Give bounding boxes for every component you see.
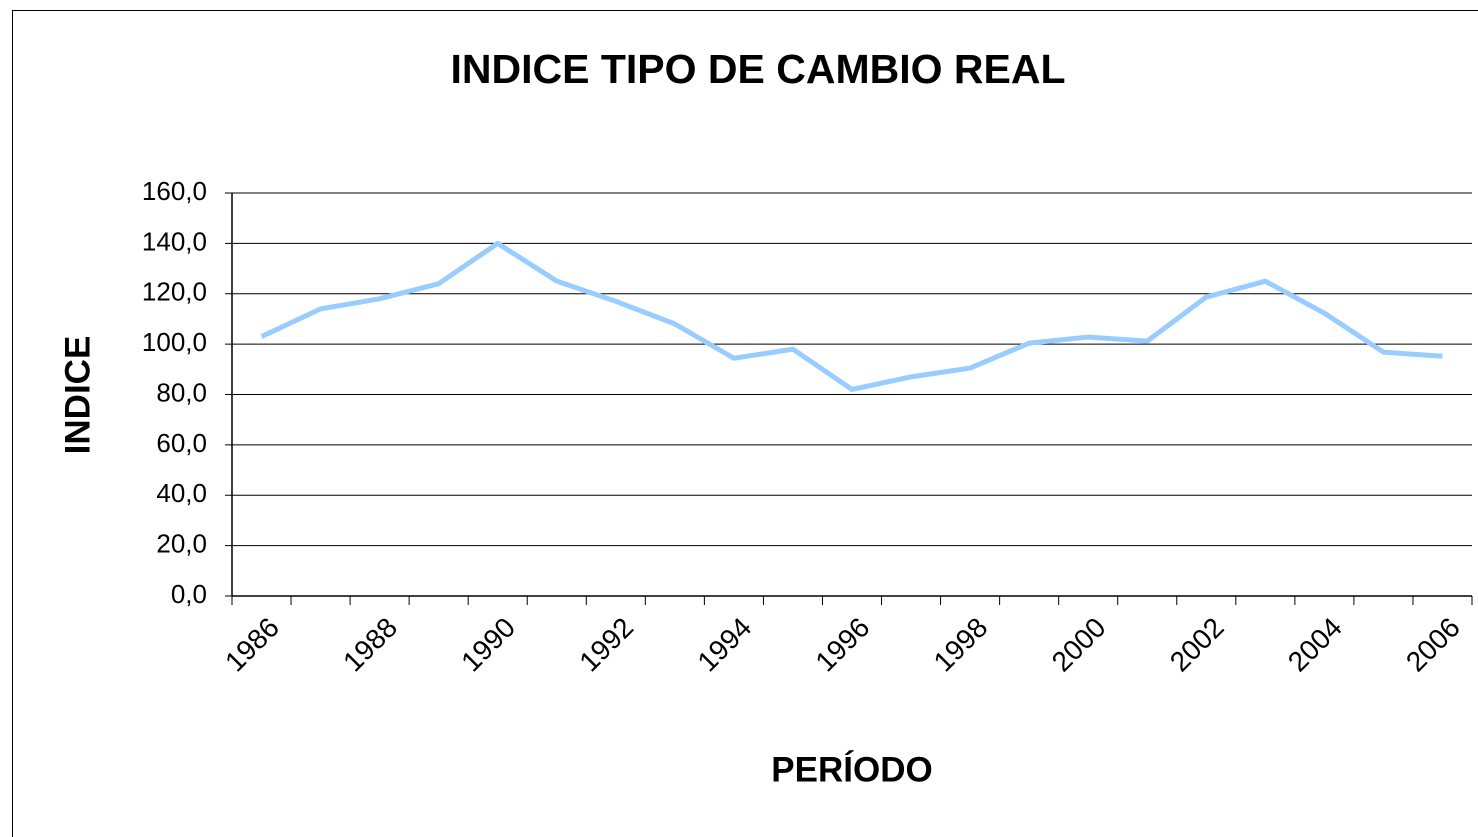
y-tick-label: 0,0 (171, 579, 207, 609)
y-tick-label: 120,0 (142, 277, 207, 307)
y-tick-label: 100,0 (142, 327, 207, 357)
chart-border (12, 10, 1478, 837)
y-tick-label: 80,0 (156, 377, 207, 407)
y-tick-label: 160,0 (142, 176, 207, 206)
y-tick-label: 20,0 (156, 529, 207, 559)
x-axis-label: PERÍODO (771, 749, 932, 789)
y-tick-label: 140,0 (142, 226, 207, 256)
y-tick-label: 60,0 (156, 428, 207, 458)
y-tick-label: 40,0 (156, 478, 207, 508)
series-line (260, 240, 1443, 392)
chart-title: INDICE TIPO DE CAMBIO REAL (450, 46, 1065, 92)
y-axis-label: INDICE (58, 336, 97, 455)
